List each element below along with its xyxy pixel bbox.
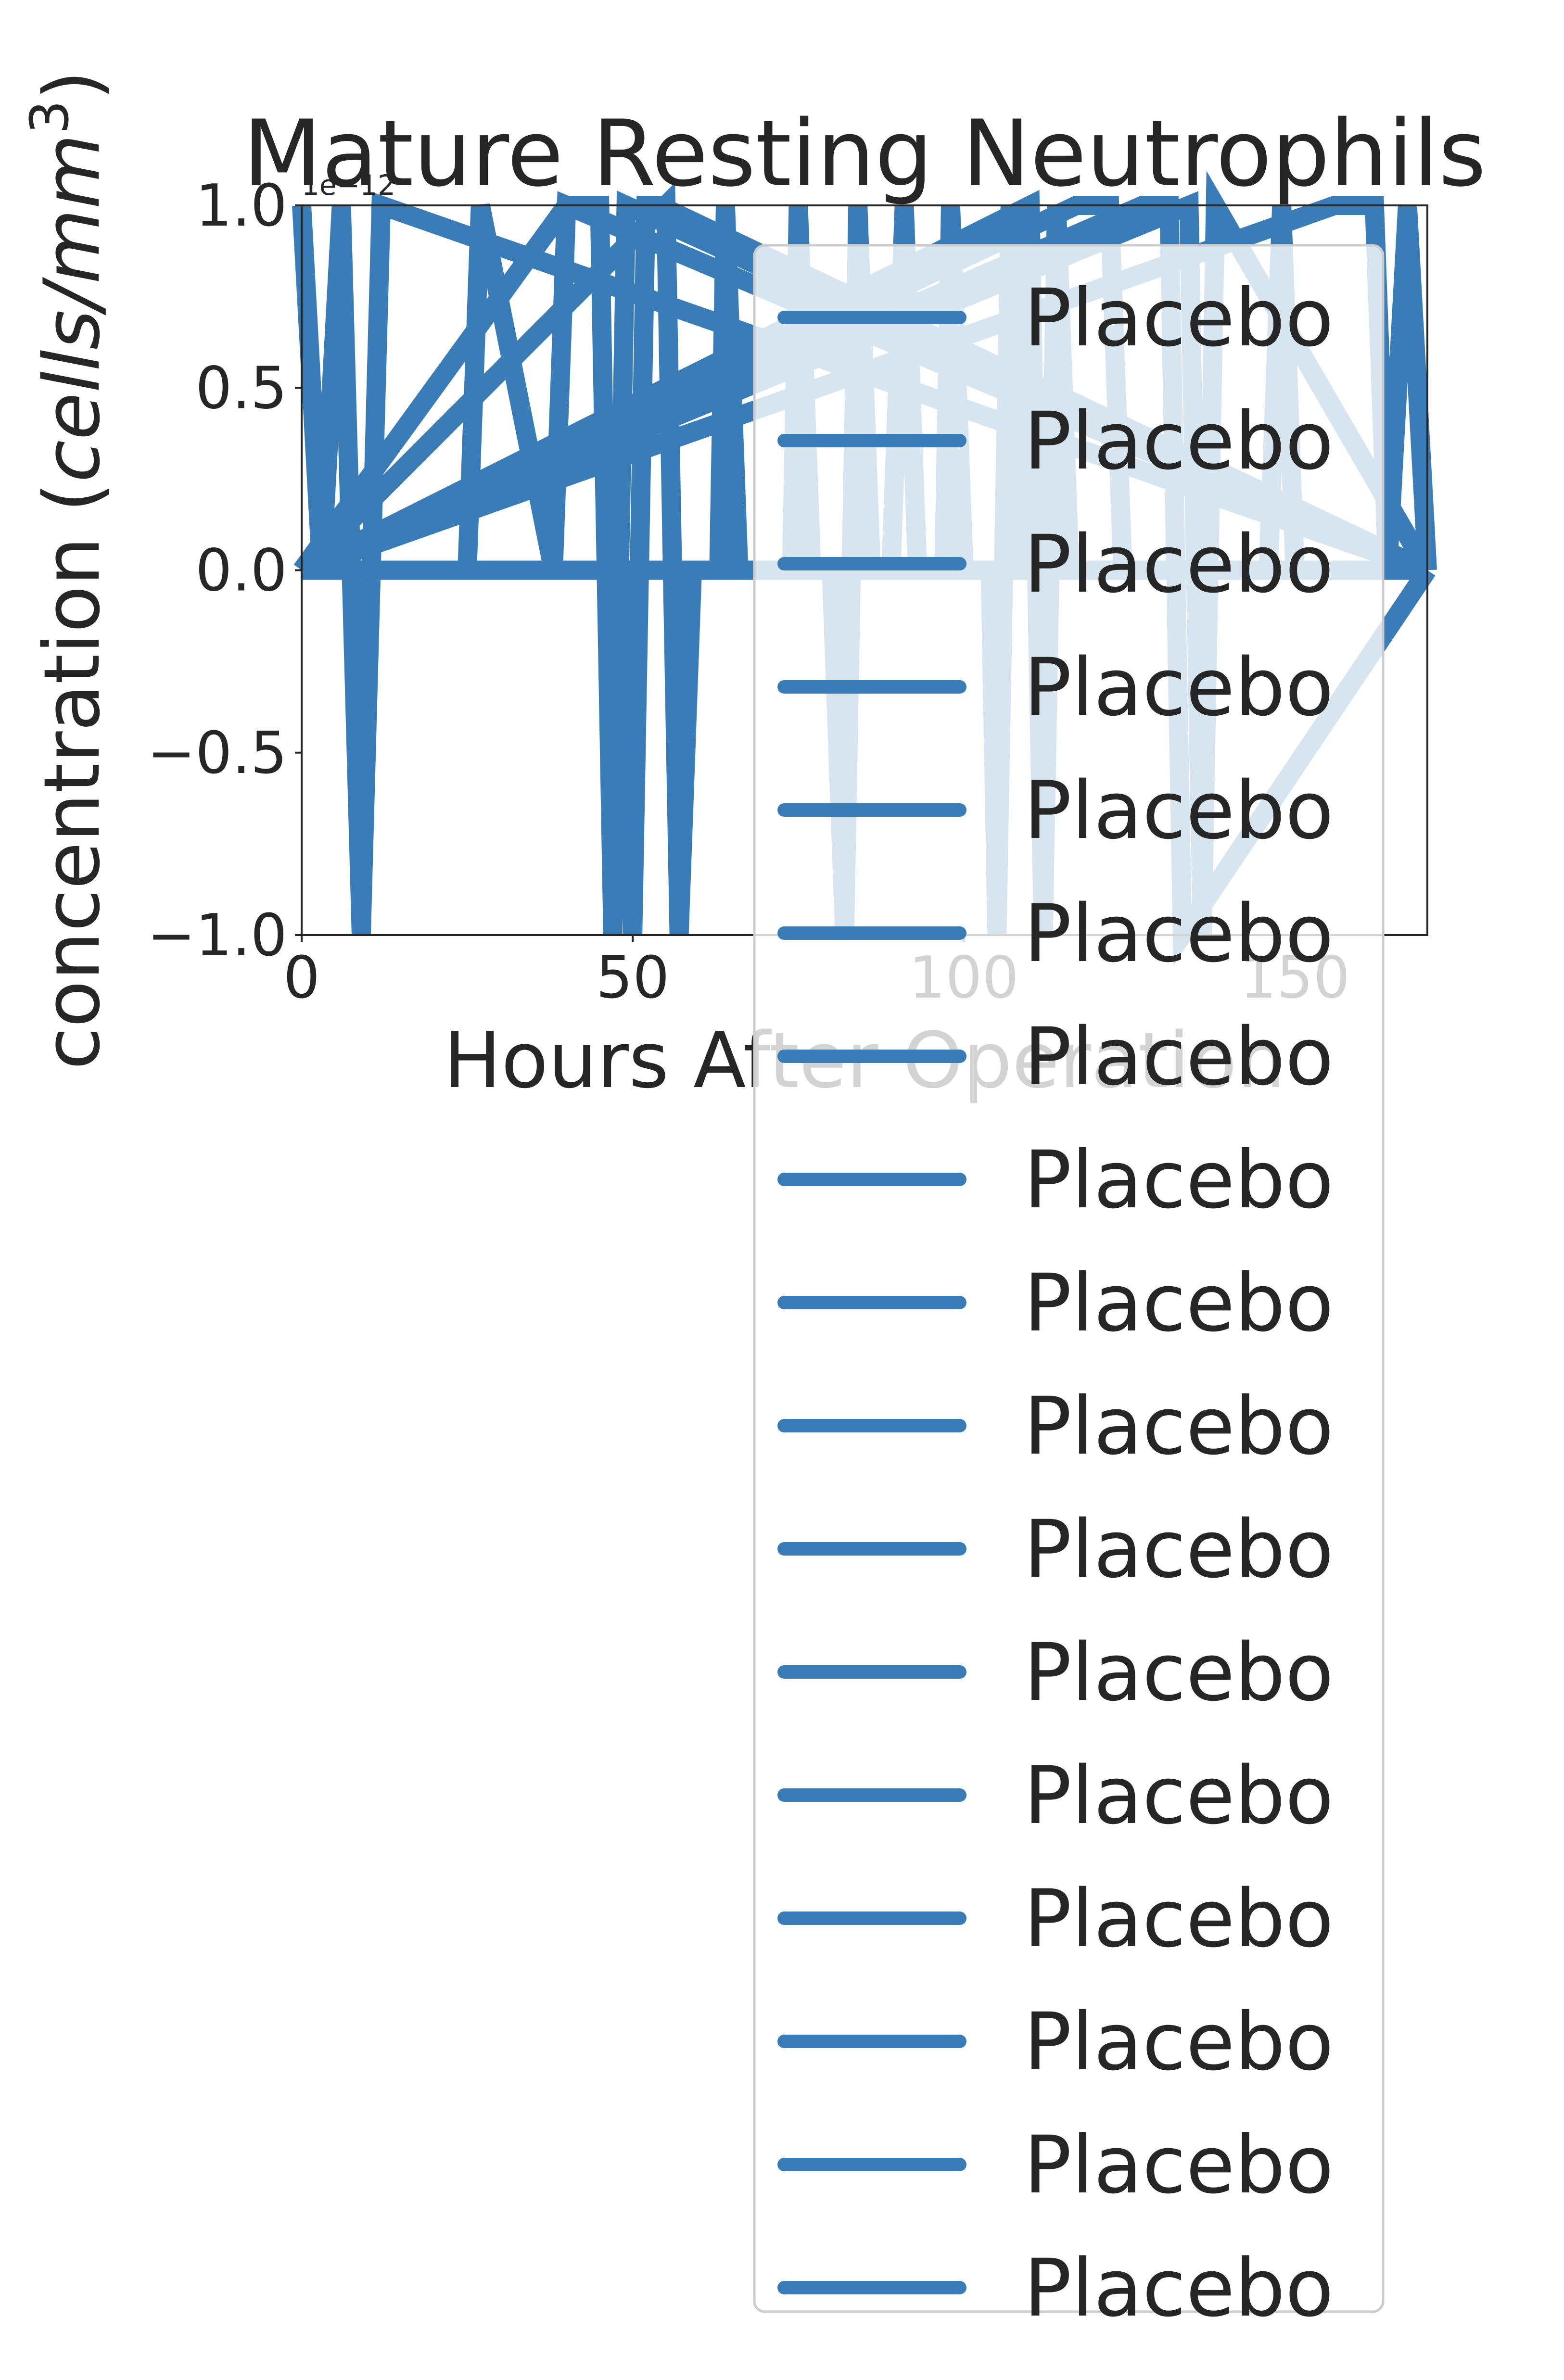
- y-offset-text: 1e−12: [302, 169, 395, 202]
- legend-label: Placebo: [1024, 1503, 1334, 1595]
- legend-label: Placebo: [1024, 272, 1334, 364]
- legend-label: Placebo: [1024, 1749, 1334, 1842]
- y-axis-label-main: concentration (: [27, 482, 117, 1070]
- legend-label: Placebo: [1024, 2242, 1334, 2334]
- y-axis-label-exponent: 3: [19, 100, 80, 134]
- legend-label: Placebo: [1024, 1626, 1334, 1719]
- legend-label: Placebo: [1024, 395, 1334, 487]
- y-tick-label: 0.0: [195, 538, 287, 605]
- y-tick-label: 0.5: [195, 355, 287, 422]
- legend-label: Placebo: [1024, 2119, 1334, 2211]
- legend-label: Placebo: [1024, 1380, 1334, 1472]
- y-axis-label-close: ): [27, 70, 117, 100]
- legend-label: Placebo: [1024, 518, 1334, 610]
- legend-label: Placebo: [1024, 1873, 1334, 1965]
- y-axis-label: concentration (cells/mm3): [19, 70, 117, 1070]
- legend: Placebo Placebo Placebo Placebo Placebo Place…: [753, 244, 1385, 2334]
- y-axis-label-units: cells/mm: [27, 134, 117, 482]
- x-tick-label: 50: [596, 945, 670, 1012]
- legend-label: Placebo: [1024, 641, 1334, 734]
- y-tick-label: 1.0: [195, 173, 287, 240]
- legend-label: Placebo: [1024, 1011, 1334, 1103]
- x-tick-label: 0: [283, 945, 320, 1012]
- legend-label: Placebo: [1024, 1257, 1334, 1349]
- y-tick-label: −0.5: [147, 720, 287, 787]
- y-tick-label: −1.0: [147, 902, 287, 969]
- chart-title: Mature Resting Neutrophils: [243, 101, 1486, 207]
- legend-label: Placebo: [1024, 1134, 1334, 1226]
- legend-label: Placebo: [1024, 764, 1334, 857]
- legend-label: Placebo: [1024, 887, 1334, 980]
- legend-label: Placebo: [1024, 1996, 1334, 2088]
